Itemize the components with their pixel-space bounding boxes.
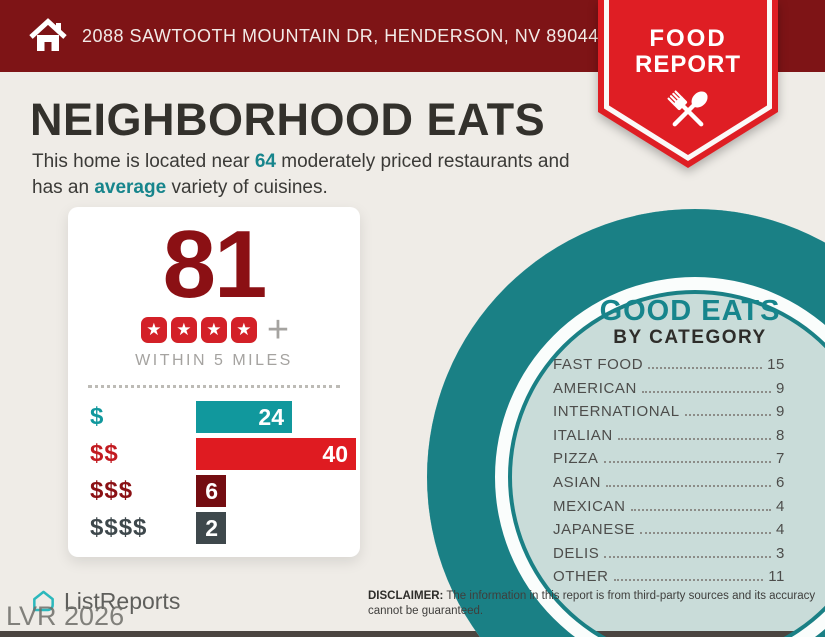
category-value: 15	[767, 356, 785, 373]
ribbon-title-report: REPORT	[634, 51, 741, 78]
price-tier-bar: 24	[196, 401, 292, 434]
listreports-logo-icon	[33, 590, 54, 612]
price-tier-value: 6	[205, 477, 218, 504]
price-tier-bar: 6	[196, 475, 226, 508]
subtitle-text: moderately priced restaurants and	[275, 151, 570, 172]
dotted-leader	[606, 484, 772, 487]
subtitle-text: variety of cuisines.	[166, 177, 328, 198]
star-rating: ★ ★ ★ ★ +	[68, 309, 360, 352]
dotted-leader	[603, 461, 772, 464]
category-label: ASIAN	[553, 473, 602, 491]
subtitle-line1: This home is located near 64 moderately …	[32, 149, 570, 175]
dotted-divider	[88, 385, 340, 389]
dotted-leader	[684, 414, 772, 417]
category-row: OTHER 11	[553, 568, 785, 585]
category-row: INTERNATIONAL 9	[553, 403, 785, 420]
page-bottom-bar	[0, 631, 825, 637]
category-label: AMERICAN	[553, 379, 637, 397]
crossed-spoon-fork-icon	[667, 90, 708, 127]
disclaimer: DISCLAIMER: The information in this repo…	[368, 589, 823, 618]
price-tier-value: 40	[322, 440, 348, 467]
price-tier-bar: 2	[196, 512, 226, 545]
price-bars: $24 $$ 40 $$$ 6 $$$$ 2	[90, 401, 360, 545]
category-label: INTERNATIONAL	[553, 403, 680, 421]
category-list: FAST FOOD 15 AMERICAN 9 INTERNATIONAL 9 ITALIA…	[553, 356, 785, 592]
category-row: JAPANESE 4	[553, 521, 785, 538]
food-report-ribbon: FOOD REPORT	[598, 0, 778, 170]
category-value: 3	[776, 544, 785, 562]
price-bar-row: $$$ 6	[90, 475, 360, 508]
good-eats-title: GOOD EATS	[599, 295, 781, 327]
price-tier-label: $$	[90, 440, 119, 468]
price-tier-label: $$$	[90, 477, 134, 505]
page-title: NEIGHBORHOOD EATS	[30, 94, 546, 145]
category-label: OTHER	[553, 568, 609, 586]
price-tier-value: 2	[205, 514, 218, 541]
category-row: ASIAN 6	[553, 474, 785, 491]
dotted-leader	[648, 367, 763, 369]
listreports-wordmark: ListReports	[64, 588, 181, 614]
price-tier-label: $	[90, 403, 105, 431]
price-bar-row: $$$$ 2	[90, 512, 360, 545]
category-row: ITALIAN 8	[553, 427, 785, 444]
price-bar-row: $24	[90, 401, 360, 434]
listreports-brand: ListReports	[30, 588, 180, 615]
category-label: MEXICAN	[553, 497, 626, 515]
page-subtitle: This home is located near 64 moderately …	[32, 149, 570, 201]
dotted-leader	[641, 390, 772, 393]
restaurant-total-score: 81	[162, 211, 268, 318]
category-value: 4	[776, 497, 785, 515]
category-value: 9	[776, 403, 785, 421]
category-label: FAST FOOD	[553, 356, 644, 373]
price-bar-row: $$ 40	[90, 438, 360, 471]
subtitle-text: This home is located near	[32, 151, 255, 172]
category-row: FAST FOOD 15	[553, 356, 785, 373]
dotted-leader	[630, 508, 772, 511]
house-icon	[29, 18, 67, 51]
dotted-leader	[604, 555, 772, 558]
category-label: DELIS	[553, 544, 600, 562]
category-value: 6	[776, 473, 785, 491]
disclaimer-text: The information in this report is from t…	[368, 590, 816, 617]
dotted-leader	[640, 532, 772, 535]
star-icon: ★	[200, 317, 227, 344]
price-tier-label: $$$$	[90, 514, 148, 542]
dotted-leader	[613, 579, 764, 582]
property-address: 2088 SAWTOOTH MOUNTAIN DR, HENDERSON, NV…	[82, 25, 599, 46]
star-icon: ★	[140, 317, 167, 344]
category-value: 11	[768, 568, 785, 586]
subtitle-line2: has an average variety of cuisines.	[32, 175, 570, 201]
ribbon-title-food: FOOD	[649, 25, 727, 52]
star-icon: ★	[170, 317, 197, 344]
dotted-leader	[617, 437, 772, 440]
category-label: ITALIAN	[553, 426, 613, 444]
lvr-watermark: LVR 2026	[6, 601, 125, 631]
category-value: 9	[776, 379, 785, 397]
good-eats-subtitle: BY CATEGORY	[613, 327, 767, 348]
radius-label: WITHIN 5 MILES	[135, 352, 293, 370]
category-label: JAPANESE	[553, 521, 636, 539]
plus-sign: +	[266, 309, 290, 352]
category-row: PIZZA 7	[553, 450, 785, 467]
subtitle-text: has an	[32, 177, 95, 198]
restaurant-count: 64	[254, 151, 276, 172]
category-row: DELIS 3	[553, 545, 785, 562]
ribbon-banner-shape	[598, 0, 778, 168]
category-value: 4	[776, 521, 785, 539]
category-value: 7	[776, 450, 785, 468]
restaurant-stats-card: 81 ★ ★ ★ ★ + WITHIN 5 MILES $24 $$ 40 $$$ 6 $$$$…	[68, 207, 360, 557]
variety-highlight: average	[94, 177, 167, 198]
category-label: PIZZA	[553, 450, 599, 468]
star-icon: ★	[230, 317, 257, 344]
star-row-badges: ★ ★ ★ ★	[139, 317, 259, 344]
category-row: MEXICAN 4	[553, 498, 785, 515]
category-value: 8	[776, 426, 785, 444]
price-tier-bar: 40	[196, 438, 356, 471]
category-row: AMERICAN 9	[553, 380, 785, 397]
disclaimer-label: DISCLAIMER:	[368, 590, 444, 602]
price-tier-value: 24	[258, 403, 284, 430]
